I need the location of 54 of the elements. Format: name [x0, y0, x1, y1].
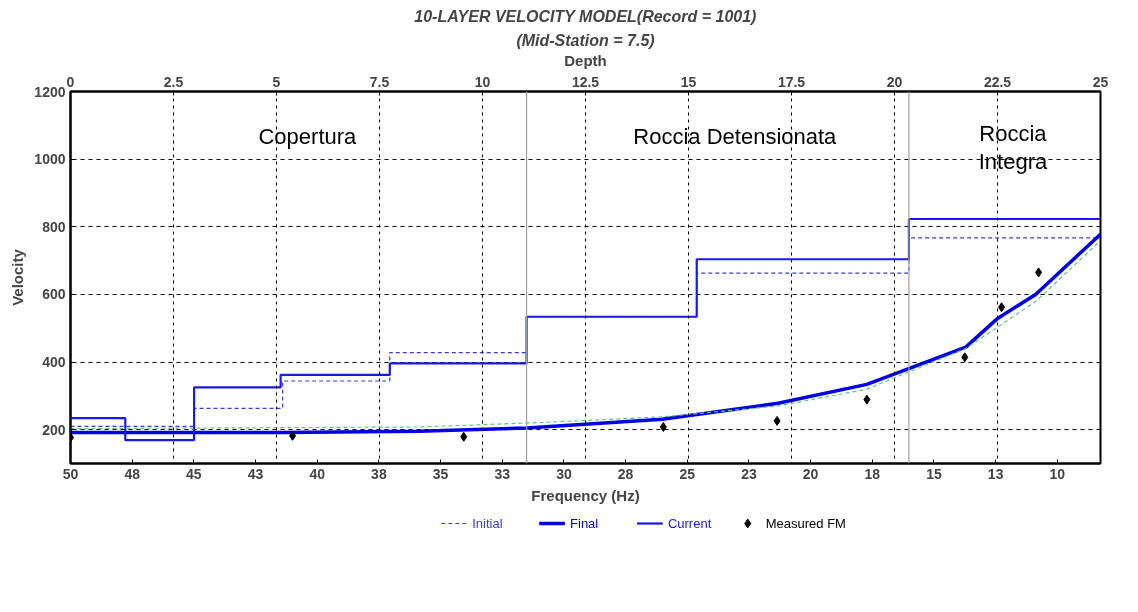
x-tick-label: 48	[124, 465, 141, 482]
x-tick-label: 28	[617, 465, 634, 482]
x-tick-label: 13	[987, 465, 1004, 482]
x-tick-label: 40	[309, 465, 326, 482]
point	[460, 431, 468, 442]
x-tick-label: 18	[864, 465, 881, 482]
x2-axis-title: Depth	[564, 51, 607, 69]
x-tick-label: 35	[432, 465, 449, 482]
x2-tick-label: 20	[886, 73, 903, 90]
x2-tick-label: 7.5	[369, 73, 390, 90]
y-tick-label: 600	[42, 286, 66, 303]
x2-tick-label: 5	[272, 73, 281, 90]
y-tick-label: 400	[42, 354, 66, 371]
y-tick-label: 200	[42, 421, 66, 438]
chart-subtitle: (Mid-Station = 7.5)	[516, 31, 655, 49]
annotation: Copertura	[258, 123, 358, 149]
point	[659, 421, 667, 432]
x2-tick-label: 2.5	[163, 73, 184, 90]
point	[773, 415, 781, 426]
x-tick-label: 23	[741, 465, 757, 482]
x-tick-label: 38	[371, 465, 387, 482]
legend-label: Measured FM	[765, 516, 846, 531]
y-tick-label: 1200	[34, 83, 66, 100]
x-tick-label: 45	[186, 465, 202, 482]
x2-tick-label: 12.5	[571, 73, 600, 90]
y-tick-label: 1000	[34, 151, 66, 168]
x2-tick-label: 10	[474, 73, 491, 90]
point	[1035, 267, 1043, 278]
annotation: Roccia Integra	[978, 121, 1048, 174]
point	[289, 430, 297, 441]
x-axis-title: Frequency (Hz)	[531, 486, 640, 504]
legend-label: Current	[667, 516, 712, 531]
point	[961, 352, 969, 363]
x2-tick-label: 25	[1092, 73, 1109, 90]
x-tick-label: 30	[556, 465, 572, 482]
x-tick-label: 43	[247, 465, 264, 482]
x-tick-label: 25	[679, 465, 696, 482]
x2-tick-label: 15	[680, 73, 697, 90]
x-tick-label: 15	[926, 465, 942, 482]
x-tick-label: 10	[1049, 465, 1066, 482]
x-tick-label: 20	[802, 465, 819, 482]
x2-tick-label: 17.5	[777, 73, 806, 90]
annotation: Roccia Detensionata	[633, 123, 838, 149]
legend-label: Final	[570, 516, 599, 531]
x2-tick-label: 22.5	[983, 73, 1012, 90]
chart-title: 10-LAYER VELOCITY MODEL(Record = 1001)	[414, 7, 757, 25]
x-tick-label: 50	[62, 465, 79, 482]
point	[998, 302, 1006, 313]
x-tick-label: 33	[494, 465, 511, 482]
y-axis-title: Velocity	[9, 248, 27, 306]
legend-label: Initial	[472, 516, 503, 531]
point	[863, 394, 871, 405]
x2-tick-label: 0	[66, 73, 75, 90]
y-tick-label: 800	[42, 218, 66, 235]
